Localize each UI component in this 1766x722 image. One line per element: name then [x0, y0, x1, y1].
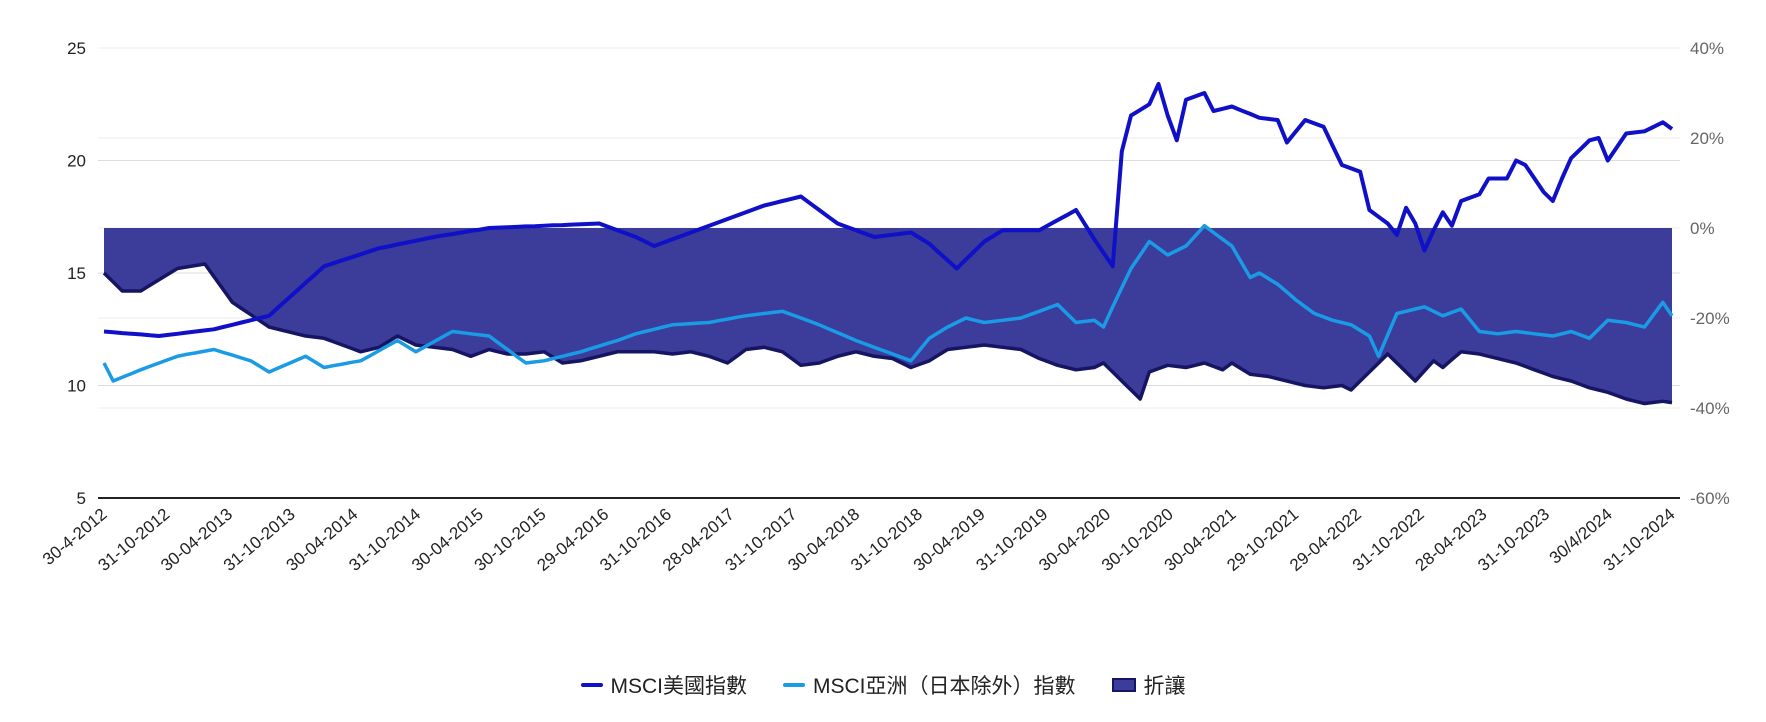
legend-swatch-us — [580, 683, 603, 687]
legend-label-us: MSCI美國指數 — [610, 675, 748, 698]
y-right-tick-label: 0% — [1690, 219, 1715, 238]
legend-item-us: MSCI美國指數 — [580, 670, 748, 700]
y-left-tick-label: 15 — [67, 264, 86, 283]
area-layer — [104, 228, 1672, 404]
legend-item-asia: MSCI亞洲（日本除外）指數 — [783, 670, 1076, 700]
chart-svg: 25201510540%20%0%-20%-40%-60%30-4-201231… — [39, 39, 1730, 575]
legend-label-discount: 折讓 — [1143, 675, 1186, 698]
y-right-tick-label: 40% — [1690, 39, 1724, 58]
y-left-tick-label: 10 — [67, 377, 86, 396]
y-left-tick-label: 5 — [77, 489, 86, 508]
discount-line — [102, 262, 1673, 406]
y-right-tick-label: -20% — [1690, 309, 1730, 328]
y-right-tick-label: 20% — [1690, 129, 1724, 148]
discount-area — [104, 228, 1672, 404]
legend-swatch-discount — [1111, 678, 1136, 692]
line-layer — [102, 82, 1674, 406]
legend-swatch-asia — [783, 683, 805, 687]
y-right-tick-label: -40% — [1690, 399, 1730, 418]
y-left-tick-label: 20 — [67, 152, 86, 171]
legend-item-discount: 折讓 — [1111, 670, 1186, 700]
series-line-us — [103, 82, 1674, 338]
y-left-tick-label: 25 — [67, 39, 86, 58]
legend-label-asia: MSCI亞洲（日本除外）指數 — [813, 675, 1076, 698]
chart-legend: MSCI美國指數 MSCI亞洲（日本除外）指數 折讓 — [0, 670, 1766, 700]
series-line-asia — [102, 223, 1674, 383]
y-right-tick-label: -60% — [1690, 489, 1730, 508]
